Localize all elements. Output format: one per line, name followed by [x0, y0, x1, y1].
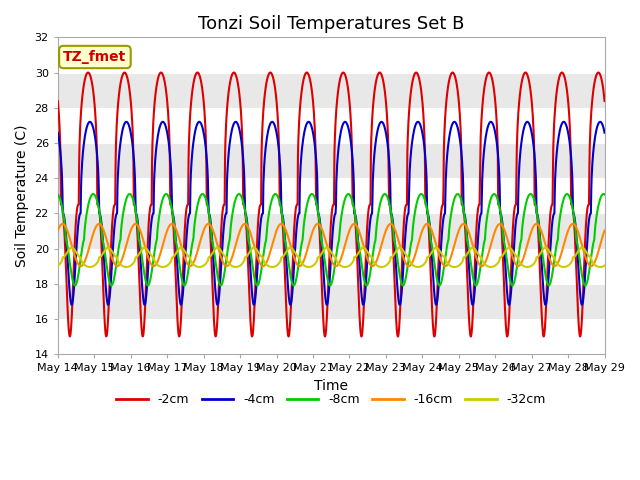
-4cm [601, 130, 609, 135]
-8cm [536, 239, 544, 244]
-32cm [175, 245, 183, 251]
Bar [58, 72, 605, 108]
-4cm [536, 239, 544, 245]
-8cm [237, 193, 245, 199]
-16cm [417, 233, 424, 239]
-32cm [54, 263, 61, 268]
Legend: -2cm, -4cm, -8cm, -16cm, -32cm: -2cm, -4cm, -8cm, -16cm, -32cm [111, 388, 551, 411]
-4cm [305, 119, 312, 125]
-32cm [323, 245, 331, 251]
-2cm [237, 104, 244, 110]
-2cm [175, 334, 183, 339]
-4cm [54, 130, 61, 135]
Bar [58, 249, 605, 284]
-16cm [488, 238, 496, 243]
-2cm [431, 334, 438, 339]
-2cm [417, 82, 424, 87]
-32cm [488, 264, 496, 270]
-2cm [54, 98, 61, 104]
Line: -32cm: -32cm [58, 248, 605, 267]
Text: TZ_fmet: TZ_fmet [63, 50, 127, 64]
-16cm [163, 231, 170, 237]
-32cm [417, 264, 424, 269]
-4cm [175, 293, 183, 299]
-8cm [177, 267, 184, 273]
-16cm [237, 227, 244, 232]
-4cm [163, 125, 170, 131]
X-axis label: Time: Time [314, 379, 348, 393]
Line: -8cm: -8cm [58, 194, 605, 286]
-4cm [488, 120, 496, 126]
-2cm [488, 76, 496, 82]
Bar [58, 108, 605, 143]
-16cm [54, 228, 61, 233]
-8cm [108, 283, 115, 288]
-2cm [601, 98, 609, 104]
-16cm [175, 236, 183, 242]
-8cm [163, 192, 171, 197]
-8cm [601, 192, 609, 197]
Line: -2cm: -2cm [58, 72, 605, 336]
-16cm [314, 221, 321, 227]
-8cm [417, 191, 424, 197]
Title: Tonzi Soil Temperatures Set B: Tonzi Soil Temperatures Set B [198, 15, 465, 33]
Bar [58, 37, 605, 72]
-2cm [536, 279, 544, 285]
Bar [58, 178, 605, 213]
-2cm [412, 70, 420, 75]
-16cm [536, 226, 544, 231]
-32cm [163, 264, 170, 269]
-16cm [601, 228, 609, 233]
Bar [58, 284, 605, 319]
-32cm [536, 251, 544, 256]
Line: -16cm: -16cm [58, 224, 605, 266]
-8cm [126, 191, 134, 197]
-32cm [601, 263, 609, 268]
-4cm [417, 123, 424, 129]
Y-axis label: Soil Temperature (C): Soil Temperature (C) [15, 124, 29, 267]
-32cm [237, 263, 244, 268]
Line: -4cm: -4cm [58, 122, 605, 305]
-32cm [305, 264, 312, 270]
Bar [58, 319, 605, 354]
-4cm [237, 132, 244, 138]
-2cm [163, 88, 170, 94]
Bar [58, 213, 605, 249]
Bar [58, 143, 605, 178]
-4cm [323, 302, 331, 308]
-16cm [332, 263, 340, 269]
-8cm [488, 193, 496, 199]
-8cm [54, 192, 61, 197]
